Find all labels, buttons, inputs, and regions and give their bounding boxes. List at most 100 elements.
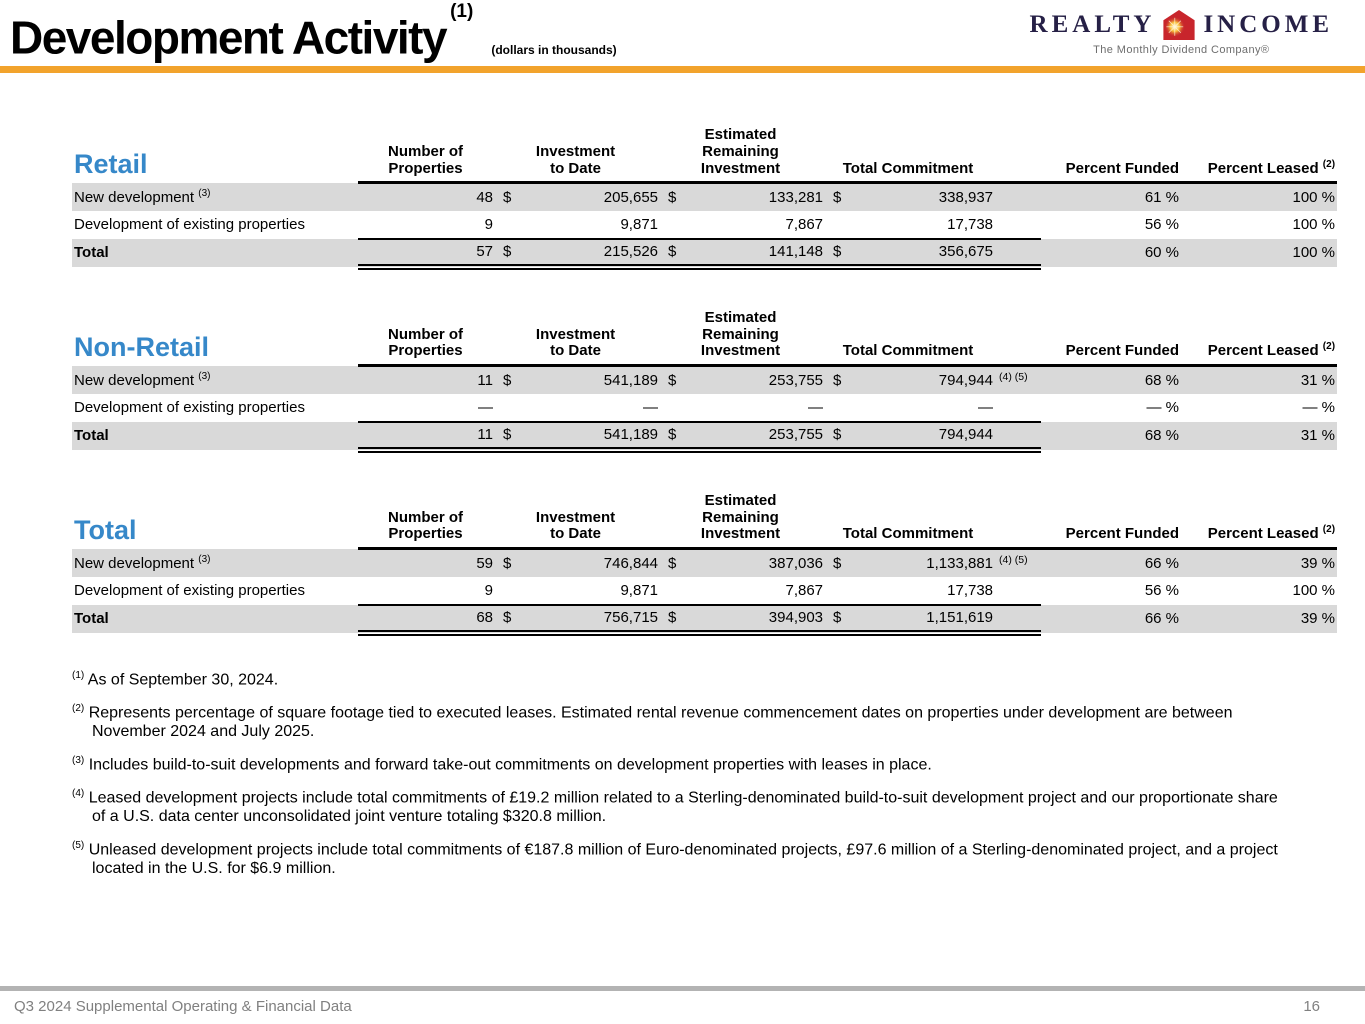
cell-currency: $ [823,237,846,270]
cell-footnote-ref [993,394,1041,422]
cell-remaining: 394,903 [680,603,824,636]
row-label-sup: (3) [198,187,211,199]
row-label-sup: (3) [198,553,211,565]
cell-percent-funded: 68 % [1041,365,1182,394]
cell-footnote-ref [993,577,1041,605]
footer-page-number: 16 [1303,998,1320,1015]
logo-row: REALTY INCOME [1030,8,1333,42]
cell-properties: 48 [358,182,493,211]
cell-footnote-ref [993,603,1042,636]
row-label-text: Total [74,244,109,262]
table-row: Development of existing properties 9 9,8… [72,577,1337,605]
col-percent-funded: Percent Funded [1041,119,1182,185]
col-percent-leased-label: Percent Leased [1207,342,1319,360]
footnote-text: Unleased development projects include to… [88,841,1278,878]
accent-bar [0,66,1365,73]
col-percent-leased-label: Percent Leased [1207,159,1319,177]
cell-remaining: 253,755 [680,365,824,394]
row-label: Total [72,421,358,450]
row-label-text: Development of existing properties [74,399,305,417]
cell-properties: 59 [358,548,493,577]
cell-percent-leased: 100 % [1181,182,1338,211]
cell-remaining: 141,148 [680,237,824,270]
cell-properties: — [478,398,493,416]
cell-properties: 9 [484,215,493,233]
cell-commitment: — [978,398,994,416]
page-title-text: Development Activity [10,11,448,64]
logo-word-realty: REALTY [1029,11,1156,38]
cell-currency [658,577,680,605]
cell-currency: $ [658,420,681,453]
footnote-sup: (2) [72,702,85,714]
cell-investment: — [643,398,659,416]
cell-percent-funded: 66 % [1041,604,1182,633]
cell-commitment: 1,133,881 [845,548,994,577]
row-label: New development (3) [72,365,358,394]
col-investment-to-date: Investment to Date [493,119,659,185]
cell-investment: 205,655 [515,182,659,211]
cell-percent-funded: 60 % [1041,238,1182,267]
title-footnote-sup: (1) [450,1,474,22]
col-percent-leased-sup: (2) [1322,158,1336,170]
cell-footnote-ref [993,182,1042,211]
cell-percent-leased: 100 % [1181,238,1338,267]
cell-footnote-ref [993,237,1042,270]
col-percent-funded: Percent Funded [1041,484,1182,551]
total-table: Total Number of Properties Investment to… [72,484,1338,636]
cell-currency: $ [658,603,681,636]
footnote-sup: (3) [72,754,85,766]
footer-divider [0,986,1365,991]
col-total-commitment: Total Commitment [823,484,994,551]
row-label-text: Total [74,610,109,628]
table-row: New development (3) 59 $ 746,844 $ 387,0… [72,548,1338,577]
cell-commitment: 17,738 [947,581,994,599]
row-label-text: Development of existing properties [74,216,305,234]
footnote-sup: (4) [72,788,85,800]
cell-currency [493,577,515,605]
cell-footnote-ref: (4) (5) [993,548,1042,577]
cell-remaining: 387,036 [680,548,824,577]
cell-commitment: 338,937 [845,182,994,211]
row-label: Total [72,604,358,633]
non-retail-table: Non-Retail Number of Properties Investme… [72,301,1338,453]
cell-currency [493,211,515,239]
cell-percent-funded: 56 % [1144,582,1180,600]
footnote-text: As of September 30, 2024. [87,671,279,688]
cell-currency [658,394,680,422]
cell-percent-leased: — % [1302,399,1336,417]
table-row: Development of existing properties — — —… [72,394,1337,422]
footnote-item: (4) Leased development projects include … [72,788,1287,827]
cell-properties: 9 [484,581,493,599]
cell-footnote-ref [993,420,1042,453]
row-label: Development of existing properties [72,211,358,239]
cell-investment: 746,844 [515,548,659,577]
cell-currency: $ [658,237,681,270]
cell-percent-funded: 61 % [1041,182,1182,211]
cell-currency [823,211,845,239]
title-wrap: Development Activity (1) (dollars in thou… [10,1,617,65]
cell-percent-leased: 31 % [1181,365,1338,394]
page-header: Development Activity (1) (dollars in thou… [0,0,1365,73]
col-footnote-spacer [993,301,1042,368]
retail-header-row: Retail Number of Properties Investment t… [72,119,1338,185]
cell-currency: $ [493,548,515,577]
cell-percent-leased: 100 % [1292,216,1336,234]
col-percent-leased-sup: (2) [1322,524,1336,536]
col-percent-leased: Percent Leased (2) [1181,301,1338,368]
page-title: Development Activity (1) [10,1,474,65]
row-label-text: Development of existing properties [74,582,305,600]
cell-currency: $ [493,182,515,211]
section-title-retail: Retail [74,148,148,179]
col-footnote-spacer [993,484,1042,551]
col-percent-leased: Percent Leased (2) [1181,484,1338,551]
logo-tagline: The Monthly Dividend Company® [1093,44,1270,56]
realty-income-logo: REALTY INCOME [1030,8,1333,56]
cell-properties: 68 [358,603,493,636]
cell-remaining: 7,867 [785,581,824,599]
cell-commitment: 17,738 [947,215,994,233]
cell-currency: $ [823,365,846,394]
table-row: New development (3) 11 $ 541,189 $ 253,7… [72,365,1338,394]
cell-investment: 9,871 [620,215,659,233]
cell-investment: 215,526 [515,237,659,270]
row-label-text: New development [74,188,195,206]
